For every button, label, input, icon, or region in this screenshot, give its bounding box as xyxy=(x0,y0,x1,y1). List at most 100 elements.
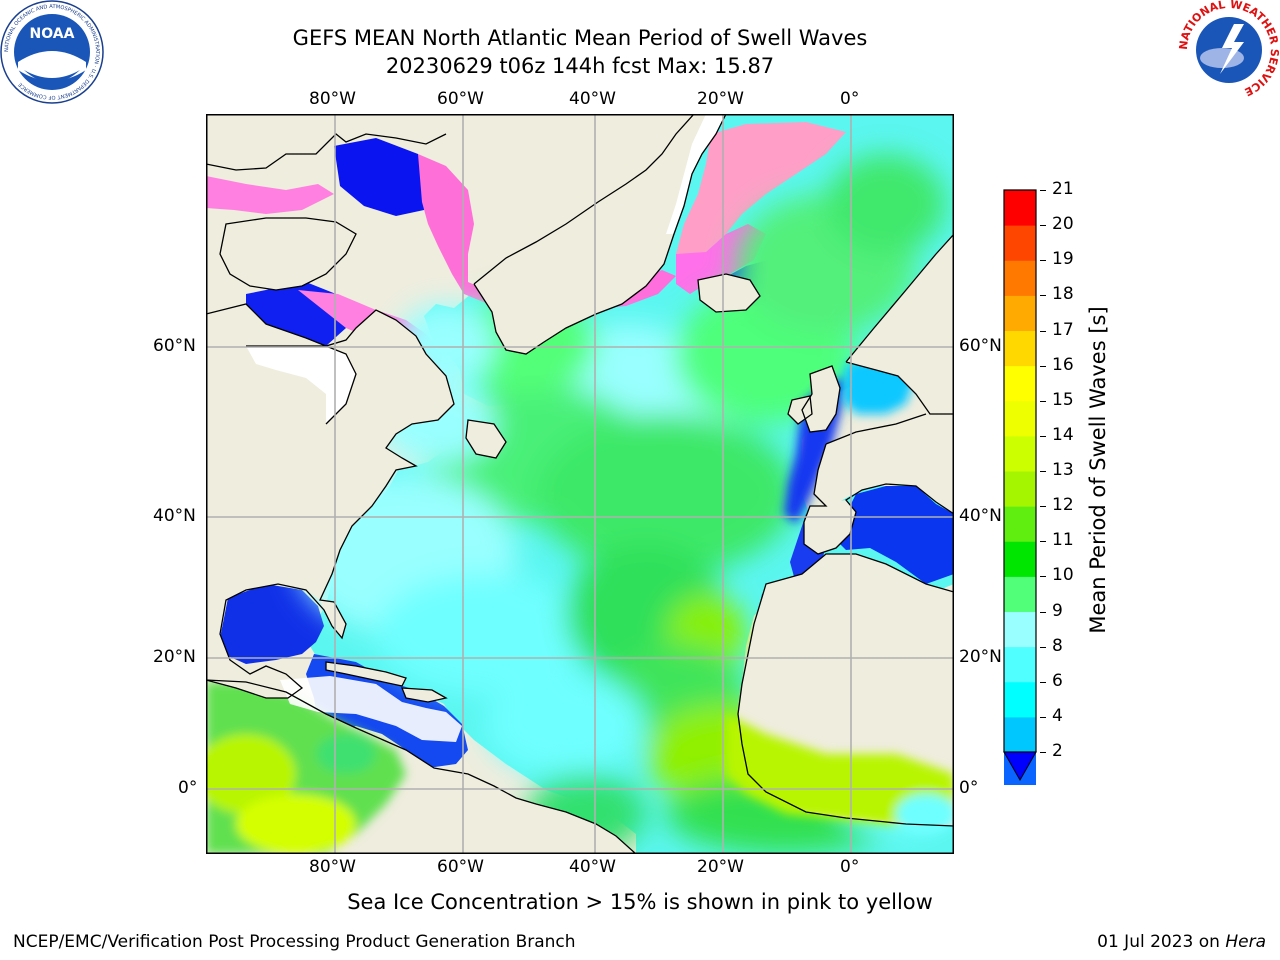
lat-label-left-60n: 60°N xyxy=(153,336,196,356)
swell-period-field xyxy=(296,154,954,854)
greenland-unmasked xyxy=(666,114,726,234)
colorbar-tick-label: 14 xyxy=(1052,424,1074,445)
colorbar-graphic xyxy=(1003,189,1037,788)
lon-label-bottom-80w: 80°W xyxy=(309,857,356,877)
north-america-land xyxy=(206,304,454,608)
chart-subtitle: 20230629 t06z 144h fcst Max: 15.87 xyxy=(385,54,775,78)
cuba-land xyxy=(326,662,406,686)
colorbar-frame xyxy=(1003,189,1037,753)
colorbar-tick-label: 18 xyxy=(1052,284,1074,305)
baffin-ice xyxy=(206,176,334,214)
colorbar-label: Mean Period of Swell Waves [s] xyxy=(1086,306,1110,634)
colorbar-segment xyxy=(1004,365,1036,402)
mexico-land xyxy=(206,608,302,698)
colorbar-tickmark xyxy=(1040,435,1046,437)
florida-land xyxy=(320,600,346,638)
colorbar-tick-label: 11 xyxy=(1052,530,1074,551)
colorbar-segment xyxy=(1004,681,1036,718)
lat-label-left-20n: 20°N xyxy=(153,647,196,667)
footer-machine: Hera xyxy=(1225,932,1266,952)
colorbar-tickmark xyxy=(1040,400,1046,402)
colorbar-tickmark xyxy=(1040,576,1046,578)
colorbar-segment xyxy=(1004,225,1036,261)
colorbar-segment xyxy=(1004,435,1036,472)
colorbar-segment xyxy=(1004,295,1036,331)
colorbar-tickmark xyxy=(1040,716,1046,718)
footer-date-text: 01 Jul 2023 on xyxy=(1097,932,1220,952)
colorbar-tickmark xyxy=(1040,330,1046,332)
sea-ice-caption: Sea Ice Concentration > 15% is shown in … xyxy=(347,890,933,914)
colorbar-tickmark xyxy=(1040,646,1046,648)
colorbar-tick-label: 8 xyxy=(1052,635,1063,656)
footer-producer: NCEP/EMC/Verification Post Processing Pr… xyxy=(13,932,576,952)
lat-label-left-40n: 40°N xyxy=(153,506,196,526)
colorbar-tick-label: 12 xyxy=(1052,495,1074,516)
lon-label-bottom-40w: 40°W xyxy=(569,857,616,877)
colorbar-tick-label: 15 xyxy=(1052,389,1074,410)
colorbar-tick-label: 2 xyxy=(1052,741,1063,761)
hudson-bay-ocean xyxy=(334,138,436,216)
colorbar-tick-label: 13 xyxy=(1052,460,1074,480)
footer-date: 01 Jul 2023 on Hera xyxy=(1097,932,1266,952)
lat-label-right-40n: 40°N xyxy=(959,506,1002,526)
colorbar-tick-label: 19 xyxy=(1052,249,1074,270)
colorbar-segment xyxy=(1004,541,1036,577)
lon-label-top-60w: 60°W xyxy=(437,89,484,109)
lat-label-left-0: 0° xyxy=(178,778,198,798)
colorbar-tickmark xyxy=(1040,225,1046,227)
hispaniola-land xyxy=(402,688,446,702)
map xyxy=(206,114,954,854)
lon-label-bottom-20w: 20°W xyxy=(697,857,744,877)
gulf-ocean xyxy=(220,584,324,664)
lon-label-top-20w: 20°W xyxy=(697,89,744,109)
colorbar-segment xyxy=(1004,576,1036,612)
arctic-islands-land xyxy=(206,114,336,170)
greenland-east-ice xyxy=(676,122,846,262)
lon-label-top-80w: 80°W xyxy=(309,89,356,109)
lon-label-top-40w: 40°W xyxy=(569,89,616,109)
gridlines xyxy=(206,114,954,854)
coastlines xyxy=(206,114,954,854)
colorbar-tick-label: 4 xyxy=(1052,705,1063,726)
colorbar-segment xyxy=(1004,716,1036,753)
lon-label-top-0: 0° xyxy=(840,89,860,109)
noaa-logo-text: NOAA xyxy=(30,26,75,42)
colorbar-tickmark xyxy=(1040,260,1046,262)
colorbar-tickmark xyxy=(1040,471,1046,472)
mediterranean-ocean xyxy=(834,486,954,584)
colorbar-tick-label: 20 xyxy=(1052,214,1074,235)
colorbar-tickmark xyxy=(1040,611,1046,613)
map-frame xyxy=(206,114,954,854)
lon-label-bottom-60w: 60°W xyxy=(437,857,484,877)
greenland-land xyxy=(474,114,726,354)
europe-mainland-land xyxy=(814,414,954,514)
colorbar-segment xyxy=(1004,400,1036,437)
nws-logo: NATIONAL WEATHER SERVICE xyxy=(1178,0,1280,98)
baffin-land xyxy=(326,114,446,144)
colorbar-tickmark xyxy=(1040,295,1046,297)
hudson-bay-ice xyxy=(418,154,510,304)
caribbean-unmasked xyxy=(280,676,462,742)
lat-label-right-0: 0° xyxy=(959,778,979,798)
colorbar-tickmark xyxy=(1040,752,1046,753)
lat-label-right-60n: 60°N xyxy=(959,336,1002,356)
colorbar xyxy=(1000,185,1040,788)
south-america-wave-field xyxy=(206,682,406,854)
colorbar-tick-label: 9 xyxy=(1052,600,1063,621)
colorbar-tickmark xyxy=(1040,506,1046,508)
colorbar-tick-label: 10 xyxy=(1052,565,1074,586)
colorbar-segment xyxy=(1004,611,1036,648)
colorbar-segment xyxy=(1004,330,1036,367)
colorbar-tickmark xyxy=(1040,365,1046,367)
colorbar-segment xyxy=(1004,471,1036,507)
colorbar-tick-label: 16 xyxy=(1052,354,1074,375)
colorbar-segment xyxy=(1004,646,1036,683)
chart-title: GEFS MEAN North Atlantic Mean Period of … xyxy=(292,26,868,50)
colorbar-segment xyxy=(1004,190,1036,226)
baffin-island-land xyxy=(220,218,356,290)
newfoundland-land xyxy=(466,420,506,458)
labrador-white xyxy=(246,346,356,424)
colorbar-tick-label: 17 xyxy=(1052,319,1074,340)
colorbar-tickmark xyxy=(1040,190,1046,191)
iceland-land xyxy=(698,274,760,312)
